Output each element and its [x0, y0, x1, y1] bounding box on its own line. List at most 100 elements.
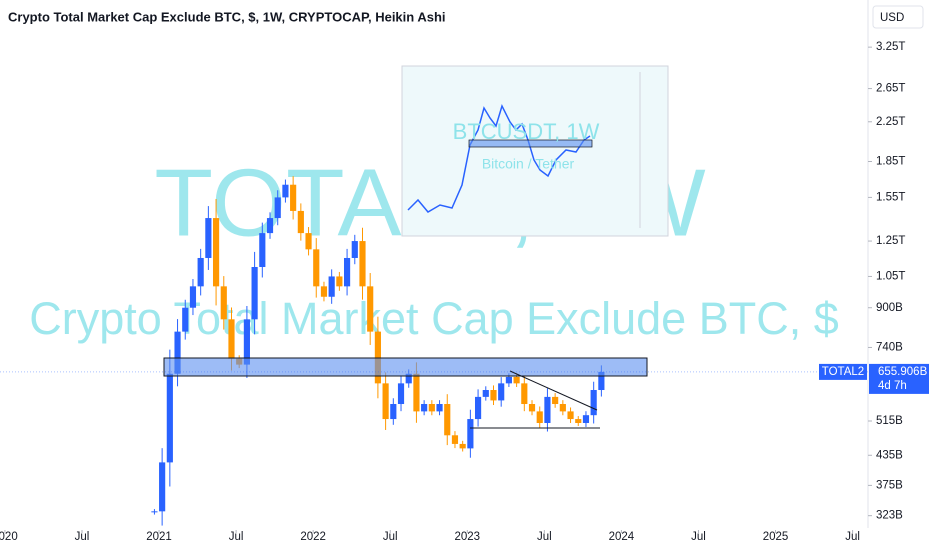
chart-title: Crypto Total Market Cap Exclude BTC, $, …	[8, 9, 446, 24]
x-tick-label: 2023	[454, 531, 480, 543]
inset-zone	[468, 139, 593, 148]
y-tick-label: 900B	[876, 302, 903, 314]
y-tick-label: 1.55T	[876, 191, 905, 203]
y-tick-label: 740B	[876, 341, 903, 353]
candle	[328, 276, 335, 297]
candle	[451, 435, 459, 444]
y-tick-label: 2.65T	[876, 83, 905, 95]
candle	[166, 373, 173, 463]
y-tick-label: 1.25T	[876, 235, 905, 247]
inset: BTCUSDT, 1W Bitcoin / Tether	[401, 65, 669, 237]
currency[interactable]: USD	[880, 12, 904, 24]
candle	[590, 390, 597, 416]
candle	[474, 396, 482, 420]
candle	[482, 390, 489, 397]
candle	[413, 373, 420, 412]
candle	[228, 319, 235, 359]
x-tick-label: 2022	[300, 531, 326, 543]
y-tick-label: 3.25T	[876, 41, 905, 53]
candle	[205, 218, 212, 258]
currency-button[interactable]	[872, 5, 924, 29]
candle	[212, 218, 220, 287]
candle	[582, 415, 590, 423]
candle	[359, 241, 366, 287]
candle	[521, 383, 528, 405]
candle	[220, 286, 227, 320]
x-tick-label: Jul	[691, 531, 706, 543]
candle	[528, 404, 536, 412]
candle	[259, 233, 266, 268]
candle	[313, 249, 320, 287]
watermark-subtitle: Crypto Total Market Cap Exclude BTC, $	[29, 293, 839, 344]
trend-line	[509, 370, 598, 411]
candle	[151, 511, 158, 513]
candle	[290, 184, 297, 211]
candle	[174, 331, 181, 374]
candle	[490, 390, 497, 401]
candle	[536, 411, 543, 423]
candle	[343, 257, 351, 287]
countdown: 4d 7h	[878, 380, 907, 392]
symbol-label: TOTAL2	[822, 366, 864, 378]
x-tick-label: 2020	[0, 531, 18, 543]
x-tick-label: Jul	[383, 531, 398, 543]
inset-frame	[401, 65, 669, 237]
candle	[243, 319, 250, 365]
candle	[374, 331, 381, 384]
candle	[559, 404, 566, 412]
candle	[282, 184, 289, 198]
candle	[513, 376, 520, 384]
inset-title: BTCUSDT, 1W	[453, 119, 600, 144]
candle	[397, 383, 405, 405]
symbol-badge	[819, 363, 867, 380]
candle	[421, 404, 428, 412]
candle	[444, 404, 451, 436]
x-tick-label: 2025	[763, 531, 789, 543]
x-tick-label: 2021	[146, 531, 172, 543]
y-tick-label: 1.85T	[876, 156, 905, 168]
candle	[274, 197, 281, 219]
axes: 3.25T 2.65T 2.25T 1.85T 1.55T 1.25T 1.05T 900B 7…	[0, 41, 929, 543]
candle	[367, 286, 374, 332]
y-tick-label: 1.05T	[876, 270, 905, 282]
candle	[159, 462, 166, 512]
candle	[305, 233, 312, 250]
x-tick-label: Jul	[229, 531, 244, 543]
candle	[505, 376, 512, 384]
candle	[382, 383, 389, 420]
candle	[182, 307, 189, 332]
y-tick-label: 515B	[876, 415, 903, 427]
price-badge	[869, 363, 929, 394]
candle	[544, 396, 551, 423]
candle	[467, 419, 474, 449]
candle	[459, 443, 466, 449]
y-tick-label: 375B	[876, 479, 903, 491]
candle	[197, 257, 204, 287]
candle	[498, 383, 505, 401]
x-tick-label: Jul	[75, 531, 90, 543]
zone-box	[163, 357, 648, 377]
candle	[575, 419, 582, 423]
y-tick-label: 323B	[876, 510, 903, 522]
candle	[266, 218, 274, 234]
candle	[552, 396, 559, 405]
candle	[390, 404, 397, 420]
candle	[336, 276, 343, 287]
y-tick-label: 435B	[876, 449, 903, 461]
price-label: 655.906B	[878, 366, 928, 378]
candle	[189, 286, 197, 308]
x-tick-label: Jul	[537, 531, 552, 543]
candle	[567, 411, 574, 420]
y-tick-label: 2.25T	[876, 116, 905, 128]
x-tick-label: Jul	[845, 531, 860, 543]
x-tick-label: 2024	[609, 531, 635, 543]
candle	[405, 373, 412, 384]
candle	[251, 267, 258, 320]
candle	[351, 241, 358, 258]
candle	[297, 210, 304, 234]
candle	[428, 404, 435, 412]
candle	[320, 286, 328, 297]
candle	[436, 404, 443, 412]
inset-line	[407, 103, 591, 213]
